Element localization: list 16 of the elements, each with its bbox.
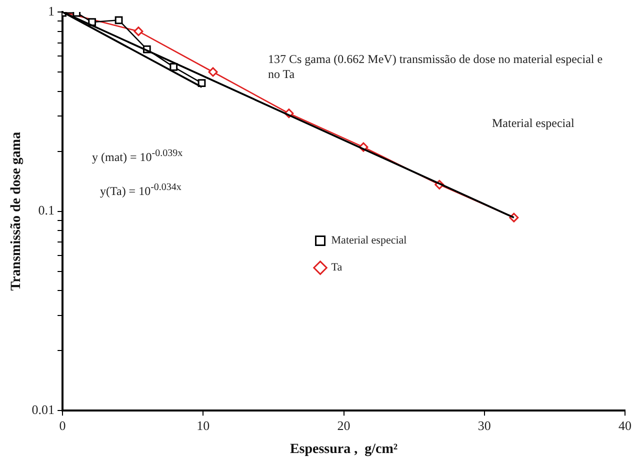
- legend-label: Ta: [331, 262, 342, 274]
- annotation: y(Ta) = 10$^{-0.034x}$: [100, 181, 182, 199]
- annotation: y (mat) = 10$^{-0.039x}$: [92, 147, 184, 165]
- x-tick-label: 20: [337, 418, 350, 433]
- x-tick-label: 10: [196, 418, 210, 433]
- annotation: Material especial: [492, 116, 576, 131]
- x-tick-label: 0: [59, 418, 66, 433]
- y-tick-label: 0.1: [38, 202, 55, 218]
- y-axis-title: Transmissão de dose gama: [9, 132, 24, 291]
- x-tick-label: 30: [478, 418, 491, 433]
- annotation: 137 Cs gama (0.662 MeV) transmissão de dose no material especial e no Ta: [268, 52, 604, 82]
- y-tick-label: 1: [48, 3, 55, 18]
- x-axis-title: Espessura , g/cm²: [290, 442, 398, 458]
- y-tick-label: 0.01: [32, 402, 55, 418]
- x-tick-label: 40: [618, 418, 632, 433]
- legend-label: Material especial: [331, 234, 407, 247]
